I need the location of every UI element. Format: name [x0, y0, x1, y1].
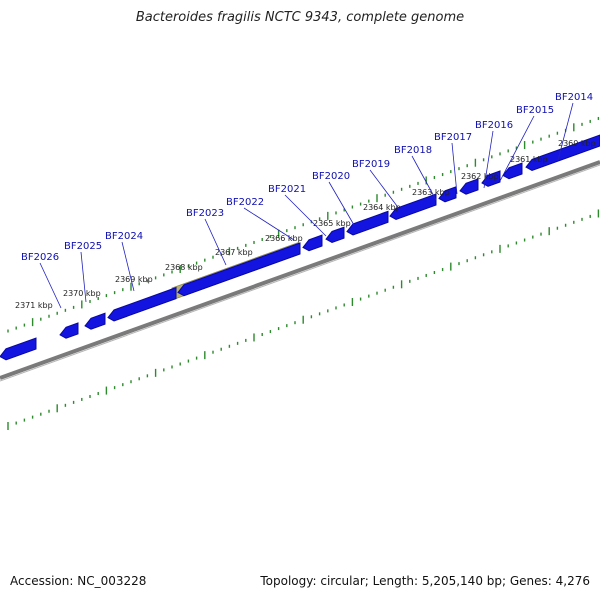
- gene-label: BF2025: [64, 241, 102, 252]
- gene-leader-line: [121, 241, 135, 292]
- scale-label: 2364 kbp: [363, 203, 401, 212]
- gene-arrow: [481, 170, 501, 187]
- gene-leader-line: [451, 142, 458, 195]
- inner-tick-ring: [7, 209, 600, 430]
- gene-label: BF2023: [186, 208, 224, 219]
- gene-leader-line: [80, 251, 87, 303]
- gene-arrow: [177, 242, 301, 297]
- scale-label: 2371 kbp: [15, 301, 53, 310]
- gene-leader-line: [499, 115, 535, 182]
- gene-leader-line: [328, 181, 355, 226]
- gene-label: BF2024: [105, 231, 143, 242]
- gene-arrow: [325, 226, 345, 244]
- genome-backbone: [0, 160, 600, 382]
- genome-info-label: Topology: circular; Length: 5,205,140 bp…: [260, 574, 590, 588]
- scale-label: 2370 kbp: [63, 289, 101, 298]
- accession-label: Accession: NC_003228: [10, 574, 147, 588]
- gene-track: [0, 134, 600, 361]
- gene-arrow: [502, 162, 523, 180]
- scale-label: 2368 kbp: [165, 263, 203, 272]
- gene-arrow: [59, 322, 79, 339]
- gene-leader-line: [369, 169, 401, 211]
- gene-leader-line: [557, 102, 574, 161]
- gene-leader-line: [284, 194, 327, 237]
- gene-leader-line: [483, 130, 494, 189]
- gene-arrow: [459, 178, 479, 195]
- scale-label: 2361 kbp: [510, 155, 548, 164]
- map-title: Bacteroides fragilis NCTC 9343, complete…: [135, 10, 465, 25]
- backbone-shadow: [0, 164, 600, 382]
- scale-label: 2360 kbp: [558, 139, 596, 148]
- gene-label: BF2017: [434, 132, 472, 143]
- gene-label: BF2020: [312, 171, 350, 182]
- gene-arrow: [438, 186, 457, 203]
- gene-label: BF2022: [226, 197, 264, 208]
- gene-arrow: [525, 134, 600, 172]
- scale-label: 2367 kbp: [215, 248, 253, 257]
- gene-label: BF2014: [555, 92, 593, 103]
- gene-label: BF2016: [475, 120, 513, 131]
- gene-label: BF2018: [394, 145, 432, 156]
- gene-arrow: [302, 234, 323, 252]
- gene-arrow: [0, 337, 37, 361]
- scale-labels: 2371 kbp 2370 kbp 2369 kbp 2368 kbp 2367 kbp…: [15, 139, 596, 310]
- gene-label: BF2015: [516, 105, 554, 116]
- scale-label: 2363 kbp: [412, 188, 450, 197]
- backbone-line: [0, 160, 600, 380]
- gene-leader-line: [204, 218, 227, 266]
- scale-label: 2362 kbp: [461, 172, 499, 181]
- gene-arrow: [346, 210, 389, 236]
- gene-label: BF2021: [268, 184, 306, 195]
- gene-label: BF2019: [352, 159, 390, 170]
- gene-leader-line: [243, 207, 295, 241]
- scale-label: 2366 kbp: [265, 234, 303, 243]
- gene-arrow: [84, 312, 106, 330]
- gene-label: BF2026: [21, 252, 59, 263]
- gene-arrow: [107, 286, 177, 322]
- gene-leader-line: [411, 155, 437, 201]
- scale-label: 2369 kbp: [115, 275, 153, 284]
- scale-label: 2365 kbp: [313, 219, 351, 228]
- gene-leader-line: [39, 262, 62, 309]
- outer-tick-ring: [7, 116, 600, 333]
